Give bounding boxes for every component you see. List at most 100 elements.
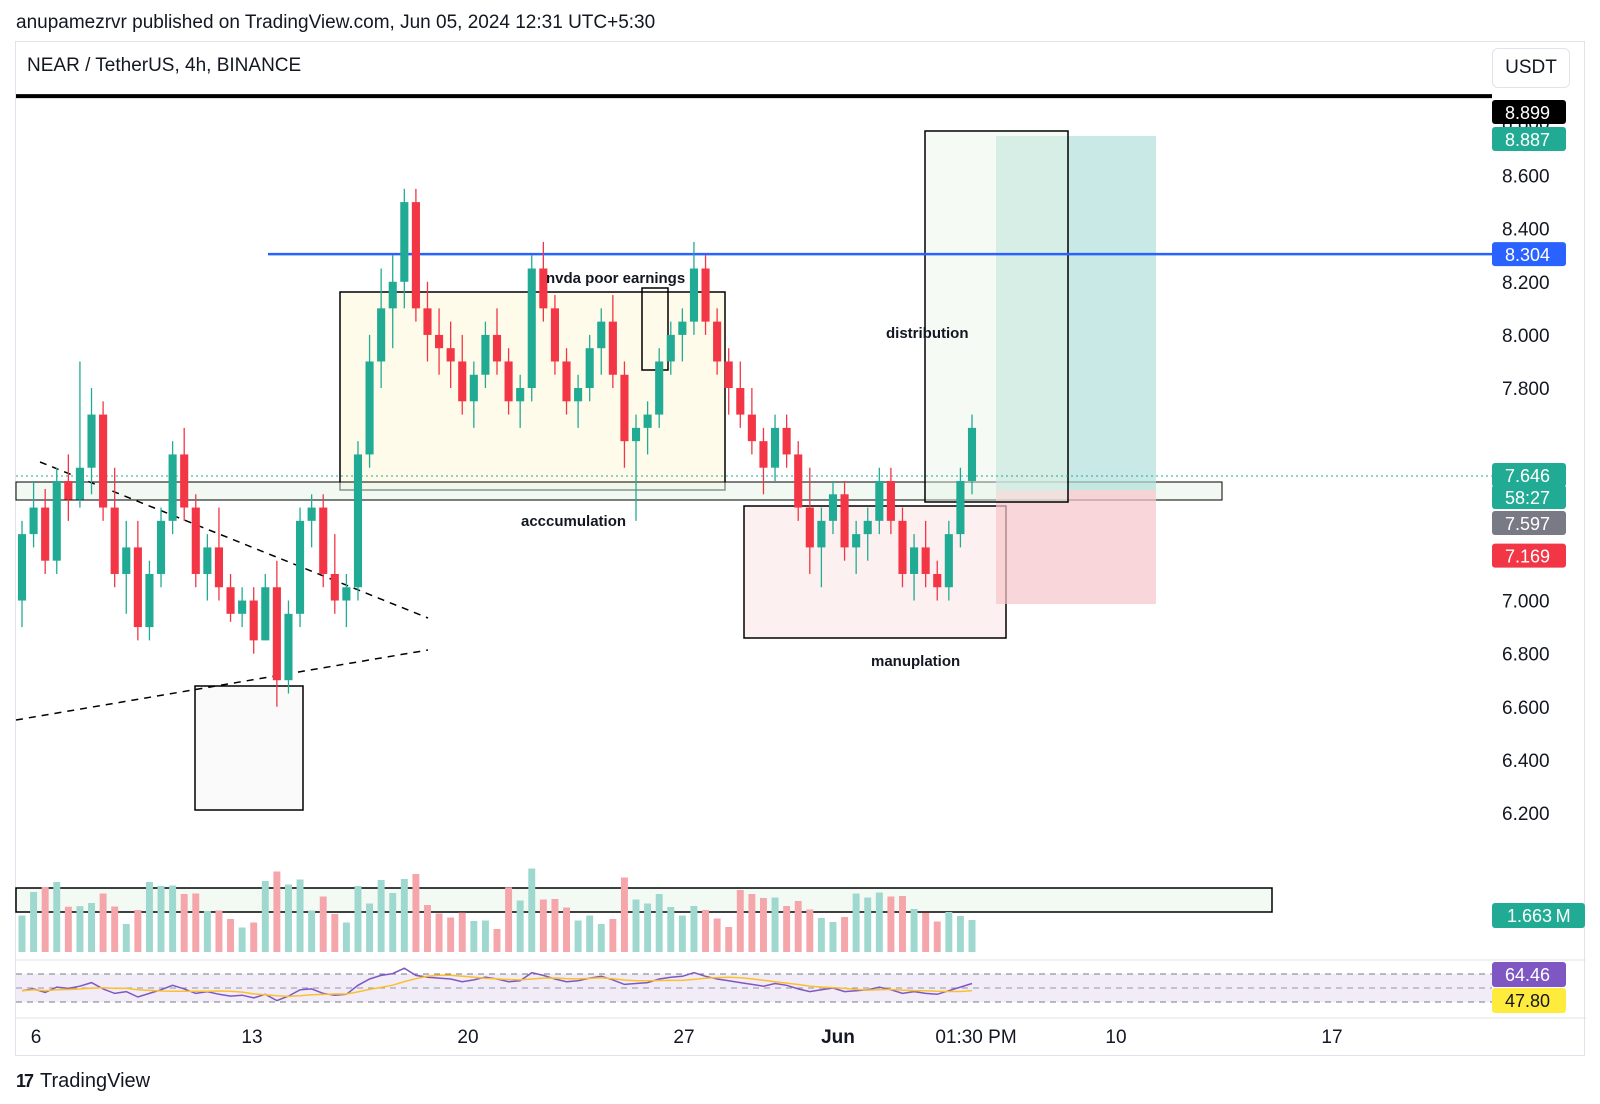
candle-body <box>944 534 953 588</box>
candle-body <box>52 481 61 561</box>
candle-body <box>759 441 768 468</box>
volume-bar <box>702 910 710 952</box>
candle-body <box>446 348 455 362</box>
volume-bar <box>203 911 211 952</box>
candle-body <box>898 520 907 574</box>
volume-bar <box>122 924 130 952</box>
volume-bar <box>296 879 304 952</box>
volume-bar <box>655 894 663 952</box>
y-tick-label: 6.600 <box>1502 698 1550 719</box>
y-tick-label: 7.800 <box>1502 379 1550 400</box>
volume-bar <box>597 924 605 952</box>
price-tag-label: 7.646 <box>1505 466 1550 486</box>
candle-body <box>203 547 212 574</box>
candle-body <box>643 414 652 428</box>
candle-body <box>319 507 328 574</box>
volume-bar <box>945 912 953 952</box>
candle-body <box>295 520 305 614</box>
volume-bar <box>620 877 628 952</box>
candle-body <box>840 494 849 548</box>
volume-bar <box>111 906 119 952</box>
earnings-box <box>641 287 669 371</box>
volume-bar <box>725 927 733 952</box>
price-tag-bg <box>1492 511 1566 535</box>
long-position-target <box>996 136 1156 490</box>
candle-body <box>423 308 432 335</box>
candle-body <box>562 361 571 402</box>
candle-body <box>75 467 84 500</box>
volume-bar <box>400 879 408 952</box>
candle-body <box>458 361 467 402</box>
volume-bar <box>342 922 350 952</box>
volume-bar <box>389 893 397 952</box>
volume-bar <box>713 918 721 952</box>
candle-body <box>330 573 339 601</box>
price-tag-bg <box>1492 463 1566 487</box>
x-tick-label: 27 <box>673 1027 694 1048</box>
price-tag-bg <box>1492 485 1566 509</box>
volume-bar <box>284 884 292 952</box>
volume-bar <box>238 927 246 952</box>
candle-body <box>110 507 119 574</box>
volume-bar <box>887 896 895 952</box>
x-tick-label: 17 <box>1321 1027 1342 1048</box>
volume-bar <box>227 919 235 952</box>
candle-body <box>875 481 884 521</box>
candle-body <box>87 414 96 468</box>
y-tick-label: 6.400 <box>1502 751 1550 772</box>
candle-body <box>585 348 594 389</box>
price-tag-bg <box>1492 100 1566 124</box>
symbol-title[interactable]: NEAR / TetherUS, 4h, BINANCE <box>27 55 302 76</box>
candle-body <box>17 534 27 601</box>
candle-body <box>527 268 536 389</box>
volume-bar <box>366 903 374 952</box>
rsi-ma-tag-bg <box>1492 988 1566 1013</box>
volume-bar <box>76 906 84 952</box>
volume-bar <box>852 893 860 952</box>
candle-body <box>377 308 386 362</box>
volume-bar <box>817 918 825 952</box>
volume-bar <box>331 914 339 952</box>
liquidity-box <box>194 685 304 811</box>
y-tick-label: 8.000 <box>1502 326 1550 347</box>
currency-button[interactable]: USDT <box>1492 48 1570 88</box>
x-tick-label: 01:30 PM <box>935 1027 1016 1048</box>
candle-body <box>701 268 710 322</box>
candle-body <box>180 454 189 508</box>
candle-body <box>411 202 420 309</box>
candle-body <box>435 334 444 349</box>
footer-brand[interactable]: 17 TradingView <box>16 1070 150 1093</box>
candle-body <box>655 361 664 415</box>
candle-body <box>261 587 270 641</box>
candle-body <box>284 613 293 681</box>
candle-body <box>191 507 200 574</box>
volume-bar <box>424 905 431 952</box>
volume-bar <box>30 892 38 952</box>
volume-bar <box>412 874 420 952</box>
candle-body <box>828 494 838 521</box>
candle-body <box>956 481 965 535</box>
candle-body <box>504 361 513 402</box>
price-tag-label: 7.169 <box>1505 547 1550 567</box>
volume-bar <box>736 890 744 952</box>
annotation-distribution: distribution <box>886 325 969 342</box>
volume-bar <box>470 921 478 952</box>
candle-body <box>550 308 559 362</box>
x-tick-label: 10 <box>1105 1027 1126 1048</box>
volume-bar <box>458 912 466 952</box>
manipulation-zone <box>743 505 1007 639</box>
volume-bar <box>632 899 640 952</box>
volume-bar <box>910 909 918 952</box>
price-tag-bg <box>1492 242 1566 267</box>
triangle-lower-line <box>15 649 429 721</box>
candle-body <box>307 507 316 521</box>
candle-body <box>736 388 745 415</box>
y-tick-label: 8.200 <box>1502 273 1550 294</box>
volume-bar <box>215 910 223 952</box>
volume-bar <box>250 922 258 952</box>
x-tick-label: 13 <box>241 1027 262 1048</box>
candle-body <box>921 547 930 574</box>
volume-bar <box>377 880 385 952</box>
candle-body <box>770 427 780 468</box>
